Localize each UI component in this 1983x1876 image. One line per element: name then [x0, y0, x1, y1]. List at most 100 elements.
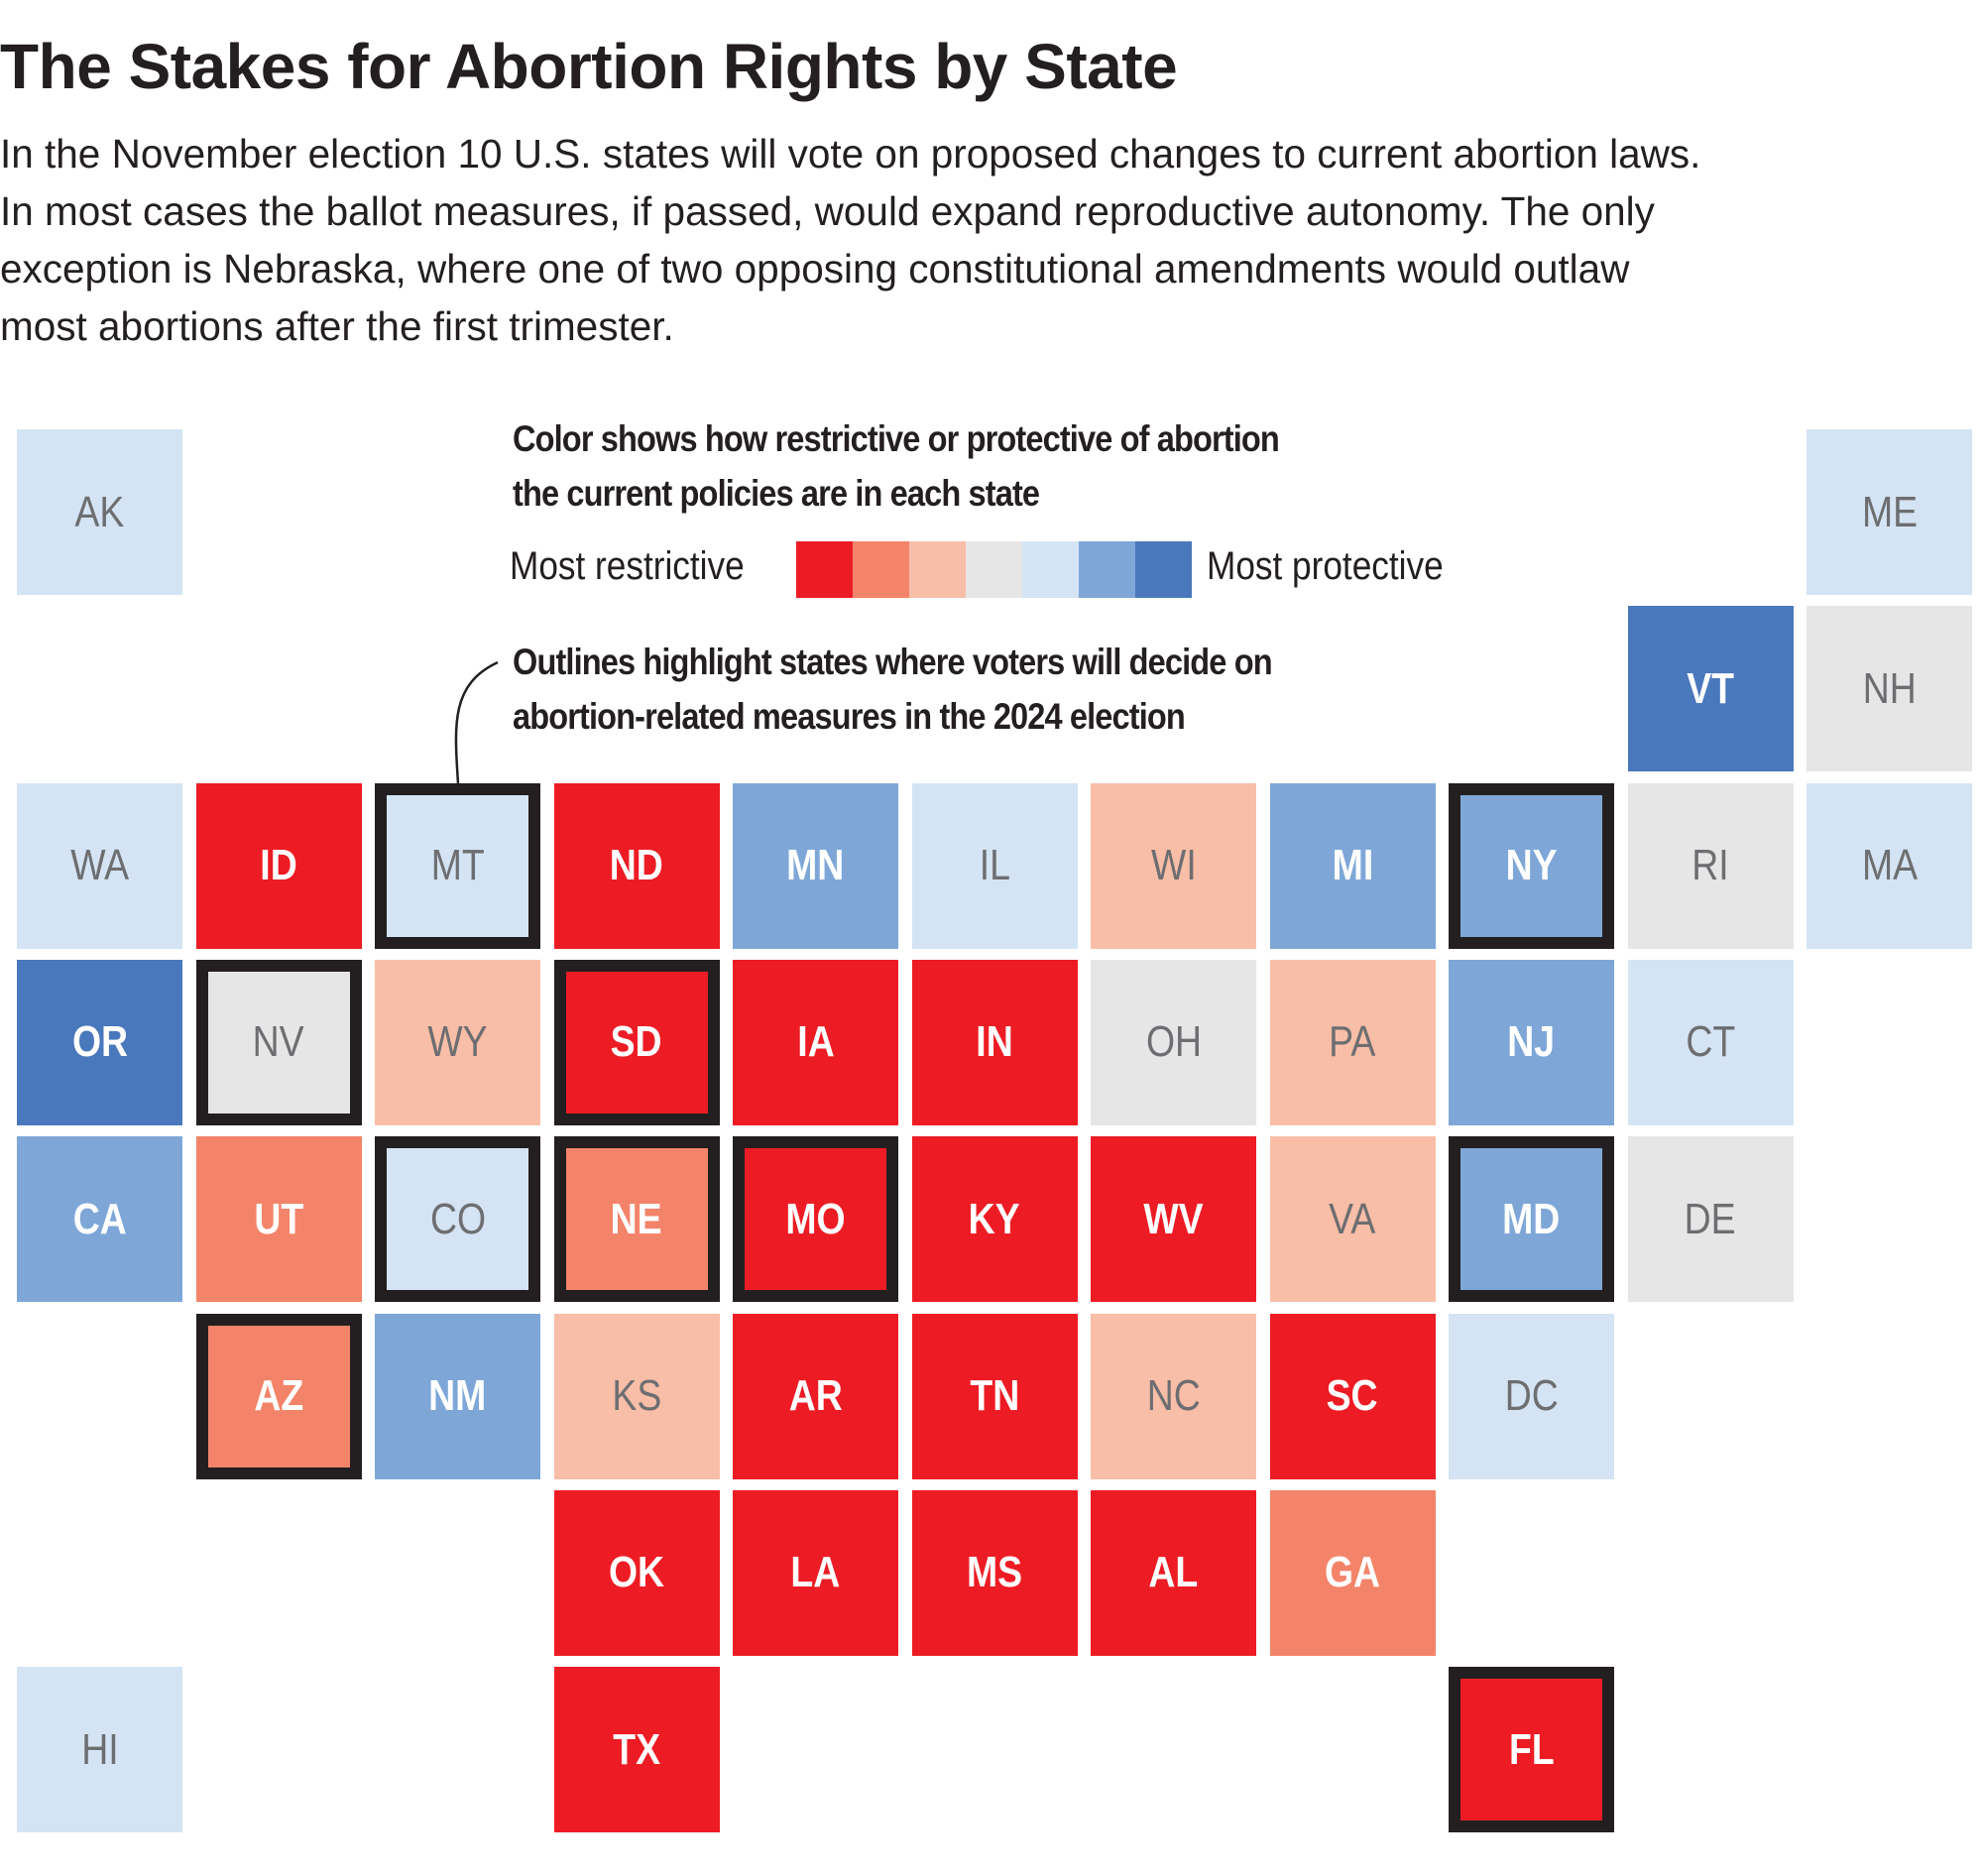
state-label: LA	[790, 1548, 841, 1597]
state-tile-in: IN	[911, 959, 1078, 1125]
state-tile-ga: GA	[1269, 1489, 1436, 1656]
state-label: NC	[1146, 1371, 1201, 1420]
state-tile-me: ME	[1807, 429, 1972, 595]
state-label: AR	[788, 1371, 843, 1420]
intro-text: In the November election 10 U.S. states …	[0, 125, 1700, 355]
state-label: MA	[1861, 841, 1918, 890]
state-tile-tx: TX	[553, 1667, 720, 1833]
state-tile-ok: OK	[553, 1489, 720, 1656]
state-label: ME	[1861, 487, 1918, 536]
state-label: FL	[1508, 1724, 1555, 1774]
state-label: CT	[1686, 1017, 1735, 1067]
color-scale-swatch	[966, 541, 1022, 598]
state-tile-wy: WY	[375, 959, 540, 1125]
state-label: OH	[1145, 1017, 1202, 1067]
state-tile-id: ID	[195, 782, 362, 949]
state-tile-md: MD	[1449, 1136, 1614, 1303]
state-label: WA	[70, 841, 129, 890]
state-tile-ma: MA	[1807, 782, 1972, 949]
color-legend-heading-line: Color shows how restrictive or protectiv…	[513, 418, 1280, 459]
state-tile-ct: CT	[1627, 959, 1794, 1125]
state-tile-mo: MO	[733, 1136, 898, 1303]
intro-line: In most cases the ballot measures, if pa…	[0, 188, 1655, 234]
legend-min-label: Most restrictive	[510, 544, 745, 588]
state-tile-ar: AR	[733, 1313, 898, 1479]
state-label: MT	[430, 841, 485, 890]
state-tile-al: AL	[1091, 1489, 1256, 1656]
state-label: TN	[970, 1371, 1019, 1420]
state-label: DC	[1504, 1371, 1559, 1420]
state-label: AZ	[254, 1371, 303, 1420]
state-label: NH	[1862, 663, 1917, 713]
state-tile-ms: MS	[911, 1489, 1078, 1656]
state-label: VT	[1687, 663, 1734, 713]
state-tile-ks: KS	[553, 1313, 720, 1479]
state-label: AL	[1148, 1548, 1199, 1597]
state-label: ID	[260, 841, 297, 890]
state-label: SD	[611, 1017, 662, 1067]
color-legend-heading: Color shows how restrictive or protectiv…	[513, 411, 1280, 521]
state-tile-hi: HI	[17, 1667, 182, 1833]
state-tile-va: VA	[1269, 1136, 1436, 1303]
state-tile-ca: CA	[17, 1136, 182, 1303]
state-label: KY	[969, 1194, 1020, 1243]
color-legend-heading-line: the current policies are in each state	[513, 473, 1040, 514]
state-label: NJ	[1507, 1017, 1556, 1067]
color-scale-swatch	[796, 541, 853, 598]
state-tile-la: LA	[733, 1489, 898, 1656]
state-tile-vt: VT	[1627, 606, 1794, 772]
state-label: OK	[608, 1548, 665, 1597]
color-scale-swatch	[1135, 541, 1192, 598]
state-label: DE	[1685, 1194, 1736, 1243]
state-label: HI	[80, 1724, 119, 1774]
color-scale-swatch	[1079, 541, 1135, 598]
state-label: NM	[428, 1371, 487, 1420]
state-label: SC	[1327, 1371, 1378, 1420]
state-tile-nd: ND	[553, 782, 720, 949]
state-tile-tn: TN	[911, 1313, 1078, 1479]
state-label: IL	[979, 841, 1010, 890]
state-label: RI	[1691, 841, 1729, 890]
state-tile-sd: SD	[553, 959, 720, 1125]
state-label: NY	[1505, 841, 1558, 890]
outline-legend-heading-line: abortion-related measures in the 2024 el…	[513, 696, 1186, 737]
state-tile-wv: WV	[1091, 1136, 1256, 1303]
intro-line: In the November election 10 U.S. states …	[0, 131, 1701, 176]
state-label: AK	[74, 487, 125, 536]
state-tile-mi: MI	[1269, 782, 1436, 949]
state-label: MD	[1502, 1194, 1561, 1243]
state-tile-az: AZ	[195, 1313, 362, 1479]
state-label: MO	[785, 1194, 846, 1243]
state-tile-co: CO	[375, 1136, 540, 1303]
state-tile-ut: UT	[195, 1136, 362, 1303]
state-label: WI	[1150, 841, 1197, 890]
state-tile-wa: WA	[17, 782, 182, 949]
intro-line: exception is Nebraska, where one of two …	[0, 246, 1630, 292]
state-label: IA	[796, 1017, 835, 1067]
state-label: OR	[71, 1017, 128, 1067]
state-tile-ak: AK	[17, 429, 182, 595]
state-label: GA	[1324, 1548, 1381, 1597]
state-tile-dc: DC	[1449, 1313, 1614, 1479]
state-tile-ia: IA	[733, 959, 898, 1125]
state-tile-mt: MT	[375, 782, 540, 949]
state-tile-de: DE	[1627, 1136, 1794, 1303]
leader-path	[454, 660, 499, 784]
state-label: PA	[1329, 1017, 1376, 1067]
state-tile-or: OR	[17, 959, 182, 1125]
state-tile-oh: OH	[1091, 959, 1256, 1125]
state-tile-nh: NH	[1807, 606, 1972, 772]
state-tile-fl: FL	[1449, 1667, 1614, 1833]
outline-legend-heading-line: Outlines highlight states where voters w…	[513, 642, 1273, 682]
state-label: IN	[976, 1017, 1013, 1067]
state-label: CA	[72, 1194, 127, 1243]
state-tile-nc: NC	[1091, 1313, 1256, 1479]
color-scale-swatch	[853, 541, 909, 598]
state-tile-ne: NE	[553, 1136, 720, 1303]
state-tile-wi: WI	[1091, 782, 1256, 949]
state-label: VA	[1329, 1194, 1376, 1243]
state-tile-sc: SC	[1269, 1313, 1436, 1479]
color-scale-swatch	[1022, 541, 1079, 598]
state-label: WV	[1143, 1194, 1204, 1243]
outline-legend-heading: Outlines highlight states where voters w…	[513, 635, 1273, 744]
